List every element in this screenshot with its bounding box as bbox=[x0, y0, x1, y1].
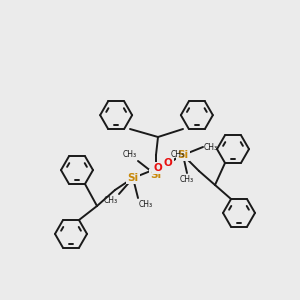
Text: CH₃: CH₃ bbox=[123, 150, 137, 159]
Text: Si: Si bbox=[150, 170, 162, 180]
Text: Si: Si bbox=[177, 150, 189, 160]
Text: CH₃: CH₃ bbox=[180, 175, 194, 184]
Text: CH₃: CH₃ bbox=[104, 196, 118, 205]
Text: O: O bbox=[164, 158, 172, 168]
Text: CH₃: CH₃ bbox=[204, 142, 218, 152]
Text: CH₃: CH₃ bbox=[139, 200, 153, 209]
Text: O: O bbox=[154, 163, 162, 173]
Text: CH₃: CH₃ bbox=[171, 150, 185, 159]
Text: Si: Si bbox=[128, 173, 139, 183]
